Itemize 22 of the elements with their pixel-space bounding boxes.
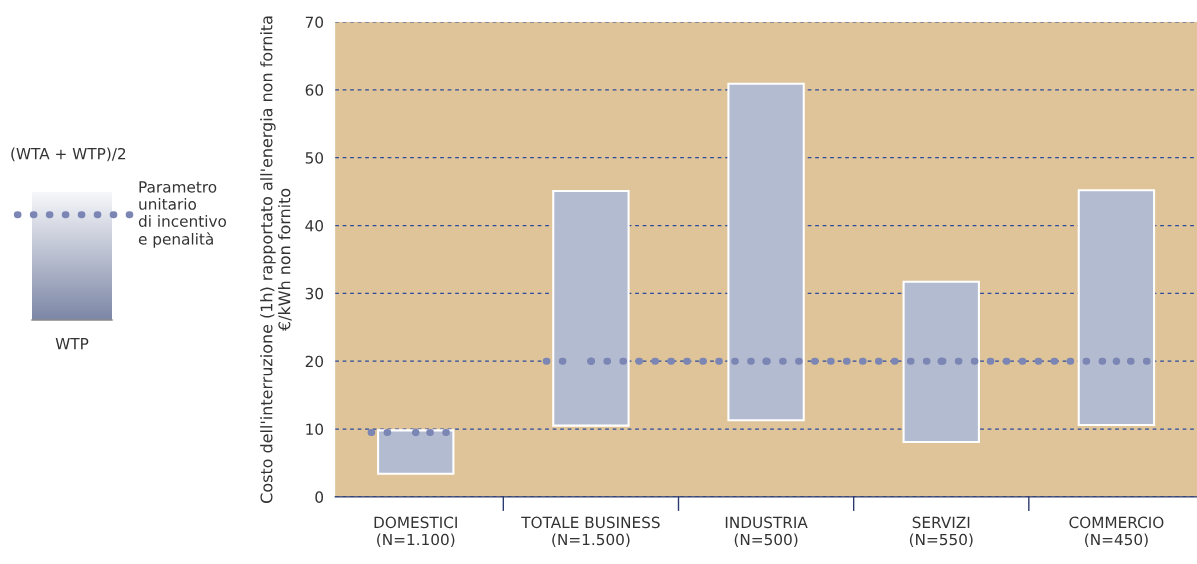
x-tick-label: SERVIZI (N=550) <box>909 516 973 548</box>
text: Parametro unitario di incentivo e penalità <box>138 181 227 248</box>
y-tick-label: 60 <box>305 84 324 96</box>
x-tick-label: DOMESTICI (N=1.100) <box>374 516 457 548</box>
x-tick-label: COMMERCIO (N=450) <box>1069 516 1164 548</box>
y-tick-label: 50 <box>305 152 324 164</box>
bar <box>552 189 630 427</box>
y-tick-label: 40 <box>305 219 324 232</box>
bar <box>727 82 805 422</box>
y-tick-label: 10 <box>306 423 324 436</box>
text: WTP <box>55 338 89 350</box>
bar <box>902 280 980 443</box>
bar <box>1077 189 1156 427</box>
y-axis-title: Costo dell'interruzione (1h) rapportato all'energia non fornita €/kWh non fornito <box>260 16 292 503</box>
bar <box>377 429 455 475</box>
text: (WTA + WTP)/2 <box>11 147 126 162</box>
x-tick-label: INDUSTRIA (N=500) <box>725 516 808 548</box>
y-tick-label: 20 <box>305 355 324 368</box>
y-tick-label: 70 <box>305 16 324 29</box>
x-tick-label: TOTALE BUSINESS (N=1.500) <box>521 516 660 548</box>
y-tick-label: 0 <box>315 491 324 503</box>
y-tick-label: 30 <box>305 287 324 300</box>
